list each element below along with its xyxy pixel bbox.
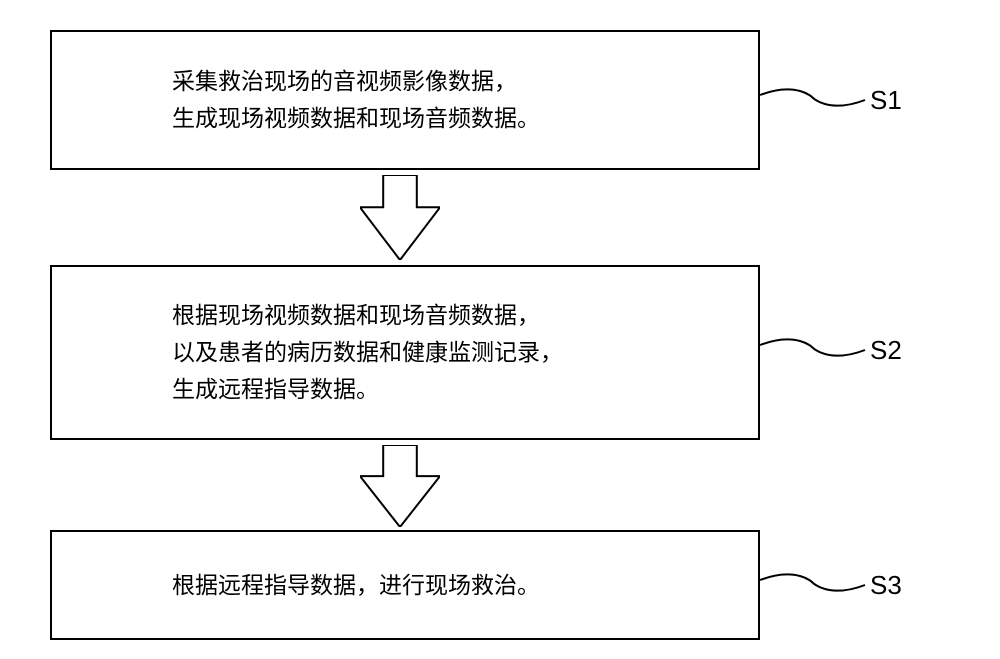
flow-arrow-1	[360, 175, 440, 265]
step-label-s2: S2	[870, 335, 902, 366]
step-label-s1: S1	[870, 85, 902, 116]
flow-step-s1: 采集救治现场的音视频影像数据，生成现场视频数据和现场音频数据。	[50, 30, 760, 170]
flow-step-text: 生成远程指导数据。	[172, 371, 758, 408]
label-connector-s2	[755, 325, 870, 375]
flow-arrow-2	[360, 445, 440, 532]
flow-step-s2: 根据现场视频数据和现场音频数据，以及患者的病历数据和健康监测记录，生成远程指导数…	[50, 265, 760, 440]
label-connector-s1	[755, 75, 870, 125]
flow-step-s3: 根据远程指导数据，进行现场救治。	[50, 530, 760, 640]
step-label-s3: S3	[870, 570, 902, 601]
flow-step-text: 采集救治现场的音视频影像数据，	[172, 63, 758, 100]
flow-step-text: 生成现场视频数据和现场音频数据。	[172, 100, 758, 137]
flow-step-text: 以及患者的病历数据和健康监测记录，	[172, 334, 758, 371]
flow-step-text: 根据远程指导数据，进行现场救治。	[172, 567, 758, 604]
flow-step-text: 根据现场视频数据和现场音频数据，	[172, 297, 758, 334]
label-connector-s3	[755, 560, 870, 610]
